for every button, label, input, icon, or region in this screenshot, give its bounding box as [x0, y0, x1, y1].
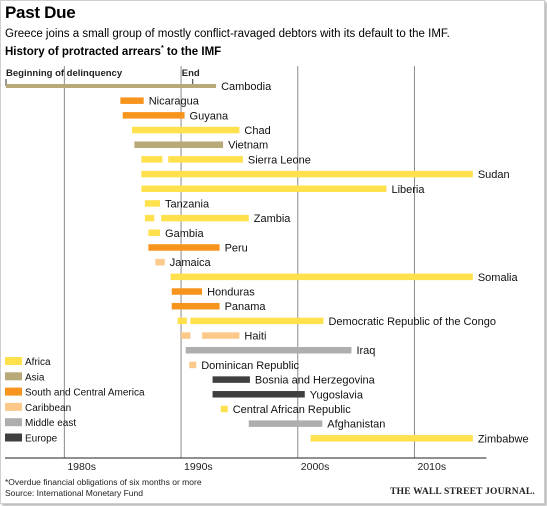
- bar-haiti-1: [181, 332, 191, 339]
- bar-democratic-republic-of-the-congo-2: [190, 317, 324, 325]
- row-label-peru: Peru: [225, 242, 248, 254]
- x-tick-label: 2010s: [417, 461, 446, 473]
- page-title: Past Due: [5, 3, 76, 22]
- row-label-afghanistan: Afghanistan: [327, 419, 385, 431]
- row-label-democratic-republic-of-the-congo: Democratic Republic of the Congo: [328, 316, 496, 328]
- legend-swatch-south-and-central-america: [5, 387, 22, 396]
- x-tick-label: 2000s: [301, 461, 330, 473]
- row-label-central-african-republic: Central African Republic: [233, 404, 352, 416]
- publisher-logo: THE WALL STREET JOURNAL.: [390, 487, 535, 497]
- legend-label-asia: Asia: [25, 372, 45, 383]
- bar-zambia-2: [161, 214, 249, 222]
- bar-peru: [148, 244, 220, 251]
- bar-honduras: [171, 288, 203, 295]
- bar-cambodia: [6, 84, 217, 88]
- bar-haiti-2: [202, 332, 240, 339]
- legend-swatch-middle-east: [5, 418, 22, 427]
- row-label-liberia: Liberia: [391, 184, 425, 196]
- legend-example-end-label: End: [182, 68, 200, 79]
- row-label-vietnam: Vietnam: [228, 140, 268, 152]
- bar-chad: [132, 126, 240, 134]
- bar-bosnia-and-herzegovina: [212, 376, 250, 383]
- row-label-somalia: Somalia: [478, 272, 519, 284]
- chart-title: History of protracted arrears* to the IM…: [5, 45, 221, 58]
- row-label-panama: Panama: [225, 301, 267, 313]
- row-label-guyana: Guyana: [190, 110, 229, 122]
- legend-label-caribbean: Caribbean: [25, 403, 71, 414]
- legend-label-south-and-central-america: South and Central America: [25, 388, 145, 399]
- source-text: Source: International Monetary Fund: [5, 487, 143, 498]
- row-label-cambodia: Cambodia: [221, 81, 272, 93]
- bar-iraq: [185, 346, 352, 354]
- legend-label-middle-east: Middle east: [25, 418, 76, 429]
- legend-swatch-africa: [5, 357, 22, 365]
- legend-swatch-caribbean: [5, 402, 22, 411]
- bar-central-african-republic: [220, 405, 228, 413]
- page-subtitle: Greece joins a small group of mostly con…: [5, 28, 450, 40]
- bar-sierra-leone-1: [141, 156, 163, 163]
- x-tick-label: 1980s: [67, 461, 96, 473]
- bar-sudan: [141, 170, 473, 178]
- bar-zimbabwe: [310, 435, 473, 442]
- bar-afghanistan: [248, 420, 323, 427]
- row-label-jamaica: Jamaica: [170, 257, 212, 269]
- chart-title-footnote-marker: *: [160, 45, 164, 52]
- x-tick-label: 1990s: [184, 461, 213, 473]
- bar-gambia: [148, 229, 161, 237]
- row-label-zambia: Zambia: [254, 213, 292, 225]
- row-label-haiti: Haiti: [244, 331, 266, 343]
- row-label-sierra-leone: Sierra Leone: [248, 154, 311, 166]
- bar-zambia-1: [144, 214, 155, 222]
- row-label-zimbabwe: Zimbabwe: [478, 433, 529, 445]
- bar-somalia: [170, 273, 473, 281]
- row-label-nicaragua: Nicaragua: [149, 96, 200, 108]
- bar-panama: [171, 302, 220, 310]
- footnote: *Overdue financial obligations of six mo…: [5, 477, 202, 498]
- row-label-yugoslavia: Yugoslavia: [310, 389, 364, 401]
- footnote-text: *Overdue financial obligations of six mo…: [5, 477, 202, 487]
- row-label-iraq: Iraq: [356, 345, 375, 357]
- bar-guyana: [122, 112, 185, 119]
- row-label-tanzania: Tanzania: [165, 198, 210, 210]
- legend-label-europe: Europe: [25, 434, 58, 445]
- bar-dominican-republic: [189, 361, 197, 369]
- row-label-sudan: Sudan: [478, 169, 510, 181]
- legend-example-start-label: Beginning of delinquency: [6, 68, 123, 79]
- bar-liberia: [141, 185, 387, 193]
- row-label-chad: Chad: [244, 125, 270, 137]
- row-label-dominican-republic: Dominican Republic: [201, 360, 299, 372]
- row-label-bosnia-and-herzegovina: Bosnia and Herzegovina: [255, 375, 376, 387]
- legend-swatch-asia: [5, 372, 22, 381]
- row-label-gambia: Gambia: [165, 228, 204, 240]
- legend-label-africa: Africa: [25, 357, 51, 368]
- bar-tanzania: [144, 200, 161, 207]
- row-label-honduras: Honduras: [207, 287, 255, 299]
- bar-democratic-republic-of-the-congo-1: [177, 317, 187, 325]
- bar-nicaragua: [120, 97, 144, 104]
- bar-jamaica: [155, 258, 165, 266]
- legend-swatch-europe: [5, 433, 22, 442]
- bar-yugoslavia: [212, 391, 305, 398]
- bar-vietnam: [134, 141, 224, 148]
- bar-sierra-leone-2: [168, 156, 243, 163]
- chart-title-suffix: to the IMF: [163, 45, 222, 58]
- chart-title-text: History of protracted arrears: [5, 45, 161, 58]
